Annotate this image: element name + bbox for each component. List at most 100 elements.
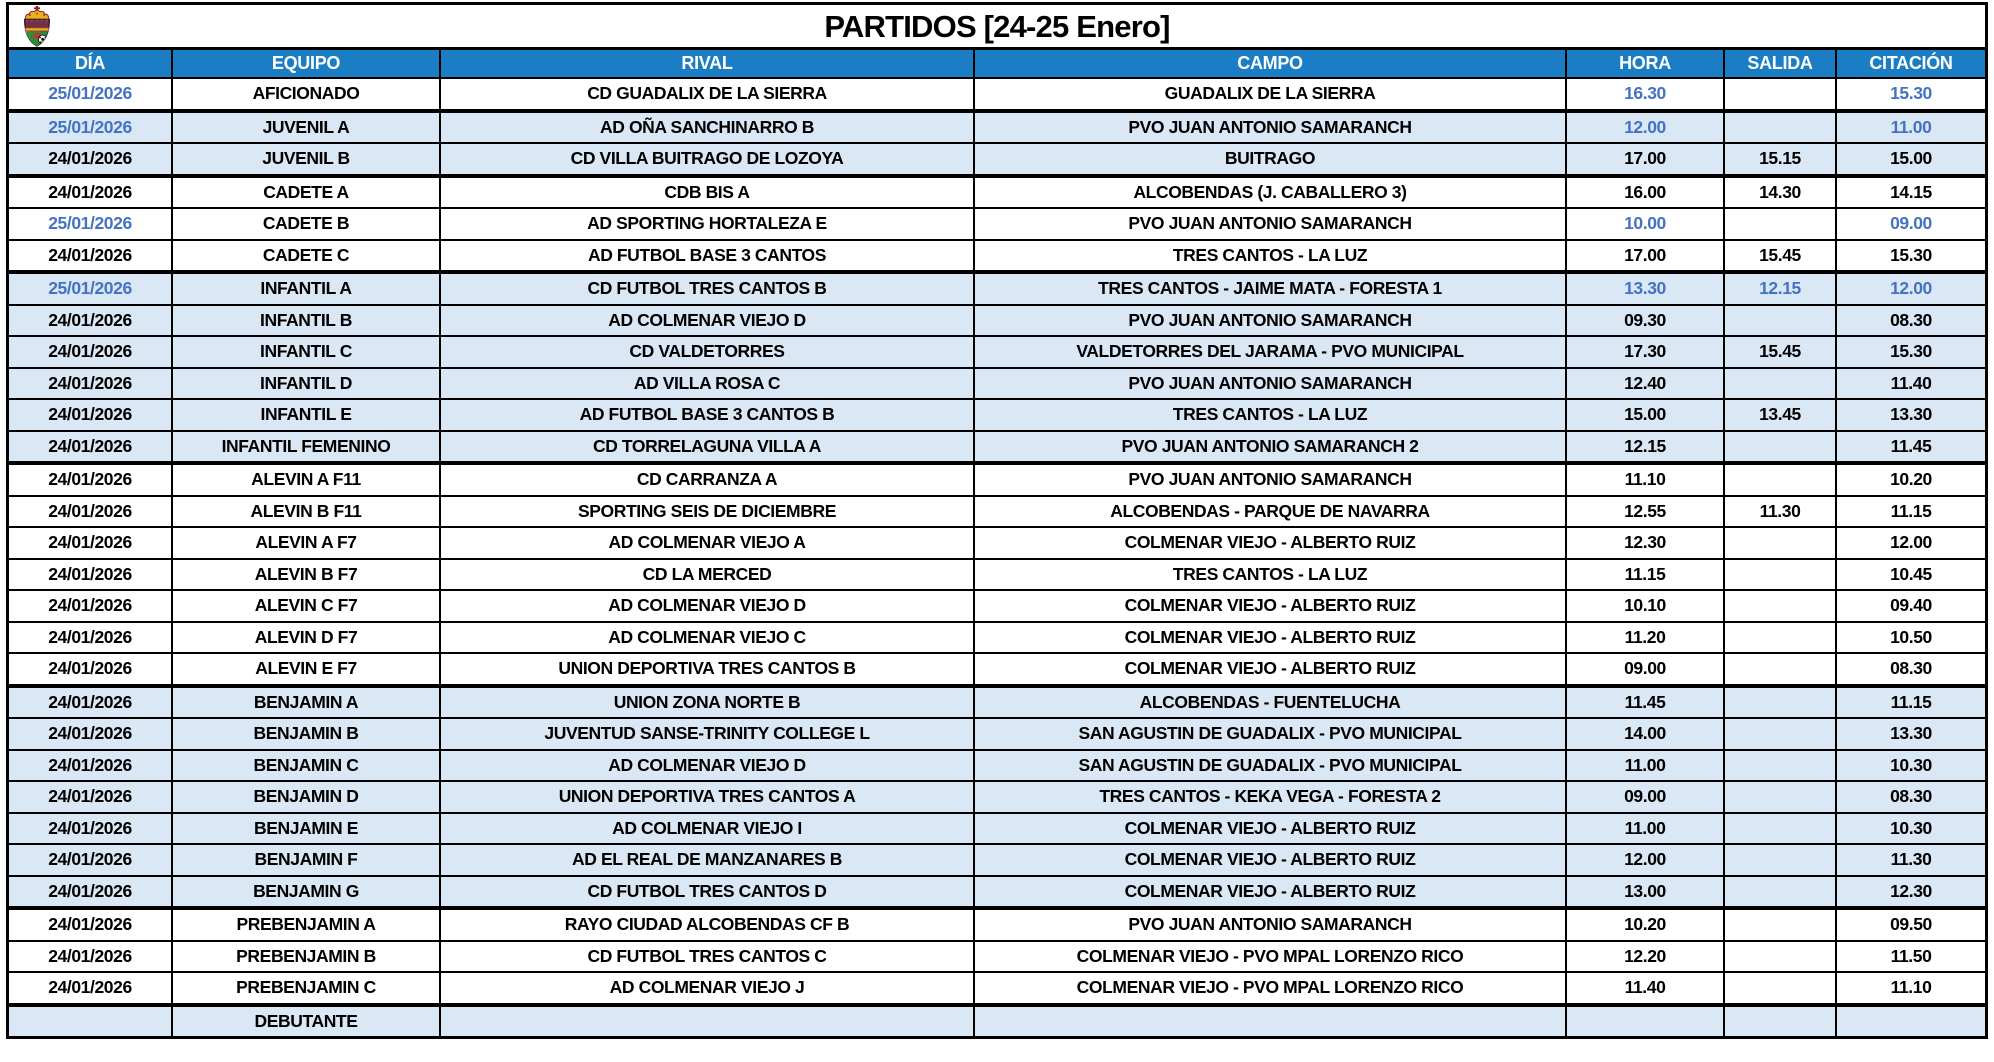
opponent-cell: UNION DEPORTIVA TRES CANTOS B: [441, 654, 973, 684]
venue-cell: TRES CANTOS - KEKA VEGA - FORESTA 2: [975, 782, 1565, 812]
time-cell: 11.10: [1567, 465, 1723, 495]
club-crest-icon: [15, 6, 59, 48]
opponent-cell: AD SPORTING HORTALEZA E: [441, 209, 973, 239]
departure-cell: 13.45: [1725, 400, 1835, 430]
opponent-cell: CD FUTBOL TRES CANTOS B: [441, 274, 973, 304]
opponent-cell: CDB BIS A: [441, 177, 973, 207]
opponent-cell: SPORTING SEIS DE DICIEMBRE: [441, 496, 973, 526]
meet-cell: 12.00: [1837, 274, 1985, 304]
day-cell: 25/01/2026: [9, 209, 171, 239]
day-cell: 24/01/2026: [9, 465, 171, 495]
venue-cell: PVO JUAN ANTONIO SAMARANCH: [975, 368, 1565, 398]
match-row: 24/01/2026 ALEVIN A F11 CD CARRANZA A PVO J…: [9, 461, 1985, 495]
opponent-cell: CD TORRELAGUNA VILLA A: [441, 431, 973, 461]
day-cell: 24/01/2026: [9, 305, 171, 335]
day-cell: 24/01/2026: [9, 337, 171, 367]
time-cell: 11.15: [1567, 559, 1723, 589]
departure-cell: [1725, 910, 1835, 940]
opponent-cell: [441, 1006, 973, 1036]
venue-cell: PVO JUAN ANTONIO SAMARANCH: [975, 209, 1565, 239]
match-row: 24/01/2026 BENJAMIN F AD EL REAL DE MANZAN…: [9, 843, 1985, 875]
match-row: 24/01/2026 INFANTIL E AD FUTBOL BASE 3 CAN…: [9, 398, 1985, 430]
meet-cell: 12.00: [1837, 528, 1985, 558]
departure-cell: 15.45: [1725, 240, 1835, 270]
team-cell: ALEVIN C F7: [173, 591, 439, 621]
departure-cell: [1725, 431, 1835, 461]
departure-cell: [1725, 941, 1835, 971]
opponent-cell: AD COLMENAR VIEJO C: [441, 622, 973, 652]
time-cell: 15.00: [1567, 400, 1723, 430]
match-row: 24/01/2026 ALEVIN A F7 AD COLMENAR VIEJO A…: [9, 526, 1985, 558]
meet-cell: 15.30: [1837, 240, 1985, 270]
day-cell: 24/01/2026: [9, 719, 171, 749]
meet-cell: 15.30: [1837, 337, 1985, 367]
venue-cell: COLMENAR VIEJO - ALBERTO RUIZ: [975, 622, 1565, 652]
team-cell: INFANTIL C: [173, 337, 439, 367]
team-cell: ALEVIN D F7: [173, 622, 439, 652]
venue-cell: COLMENAR VIEJO - ALBERTO RUIZ: [975, 591, 1565, 621]
opponent-cell: AD OÑA SANCHINARRO B: [441, 112, 973, 142]
departure-cell: [1725, 528, 1835, 558]
day-cell: 24/01/2026: [9, 496, 171, 526]
team-cell: JUVENIL A: [173, 112, 439, 142]
day-cell: 24/01/2026: [9, 687, 171, 717]
match-row: 24/01/2026 INFANTIL C CD VALDETORRES VALDET…: [9, 335, 1985, 367]
day-cell: 25/01/2026: [9, 79, 171, 109]
meet-cell: 10.30: [1837, 813, 1985, 843]
meet-cell: 09.00: [1837, 209, 1985, 239]
meet-cell: 08.30: [1837, 654, 1985, 684]
match-row: 24/01/2026 ALEVIN B F7 CD LA MERCED TRES CA…: [9, 557, 1985, 589]
team-cell: PREBENJAMIN A: [173, 910, 439, 940]
venue-cell: ALCOBENDAS - PARQUE DE NAVARRA: [975, 496, 1565, 526]
team-cell: INFANTIL B: [173, 305, 439, 335]
departure-cell: [1725, 973, 1835, 1003]
meet-cell: 13.30: [1837, 400, 1985, 430]
team-cell: PREBENJAMIN B: [173, 941, 439, 971]
match-row: 24/01/2026 INFANTIL FEMENINO CD TORRELAGUN…: [9, 429, 1985, 461]
time-cell: 12.15: [1567, 431, 1723, 461]
departure-cell: [1725, 209, 1835, 239]
day-cell: 24/01/2026: [9, 240, 171, 270]
match-row: 24/01/2026 PREBENJAMIN B CD FUTBOL TRES CA…: [9, 939, 1985, 971]
opponent-cell: AD COLMENAR VIEJO D: [441, 750, 973, 780]
team-cell: ALEVIN A F7: [173, 528, 439, 558]
day-cell: 24/01/2026: [9, 941, 171, 971]
time-cell: 13.30: [1567, 274, 1723, 304]
opponent-cell: CD GUADALIX DE LA SIERRA: [441, 79, 973, 109]
team-cell: ALEVIN A F11: [173, 465, 439, 495]
column-header-dia: DÍA: [9, 50, 171, 77]
venue-cell: TRES CANTOS - LA LUZ: [975, 400, 1565, 430]
opponent-cell: CD CARRANZA A: [441, 465, 973, 495]
venue-cell: COLMENAR VIEJO - ALBERTO RUIZ: [975, 813, 1565, 843]
venue-cell: COLMENAR VIEJO - ALBERTO RUIZ: [975, 528, 1565, 558]
venue-cell: TRES CANTOS - JAIME MATA - FORESTA 1: [975, 274, 1565, 304]
team-cell: CADETE C: [173, 240, 439, 270]
time-cell: 12.20: [1567, 941, 1723, 971]
venue-cell: PVO JUAN ANTONIO SAMARANCH: [975, 910, 1565, 940]
day-cell: 24/01/2026: [9, 400, 171, 430]
day-cell: 24/01/2026: [9, 876, 171, 906]
departure-cell: [1725, 368, 1835, 398]
team-cell: BENJAMIN G: [173, 876, 439, 906]
opponent-cell: AD EL REAL DE MANZANARES B: [441, 845, 973, 875]
team-cell: BENJAMIN C: [173, 750, 439, 780]
day-cell: 24/01/2026: [9, 654, 171, 684]
venue-cell: TRES CANTOS - LA LUZ: [975, 559, 1565, 589]
meet-cell: 13.30: [1837, 719, 1985, 749]
team-cell: ALEVIN B F11: [173, 496, 439, 526]
opponent-cell: CD VALDETORRES: [441, 337, 973, 367]
opponent-cell: UNION ZONA NORTE B: [441, 687, 973, 717]
opponent-cell: JUVENTUD SANSE-TRINITY COLLEGE L: [441, 719, 973, 749]
venue-cell: [975, 1006, 1565, 1036]
day-cell: 24/01/2026: [9, 973, 171, 1003]
match-row: 24/01/2026 ALEVIN D F7 AD COLMENAR VIEJO C…: [9, 620, 1985, 652]
opponent-cell: CD FUTBOL TRES CANTOS D: [441, 876, 973, 906]
partidos-table: PARTIDOS [24-25 Enero] DÍA EQUIPO RIVAL …: [6, 2, 1988, 1039]
time-cell: 10.20: [1567, 910, 1723, 940]
match-row: 25/01/2026 AFICIONADO CD GUADALIX DE LA SI…: [9, 77, 1985, 109]
day-cell: 24/01/2026: [9, 910, 171, 940]
time-cell: 16.30: [1567, 79, 1723, 109]
